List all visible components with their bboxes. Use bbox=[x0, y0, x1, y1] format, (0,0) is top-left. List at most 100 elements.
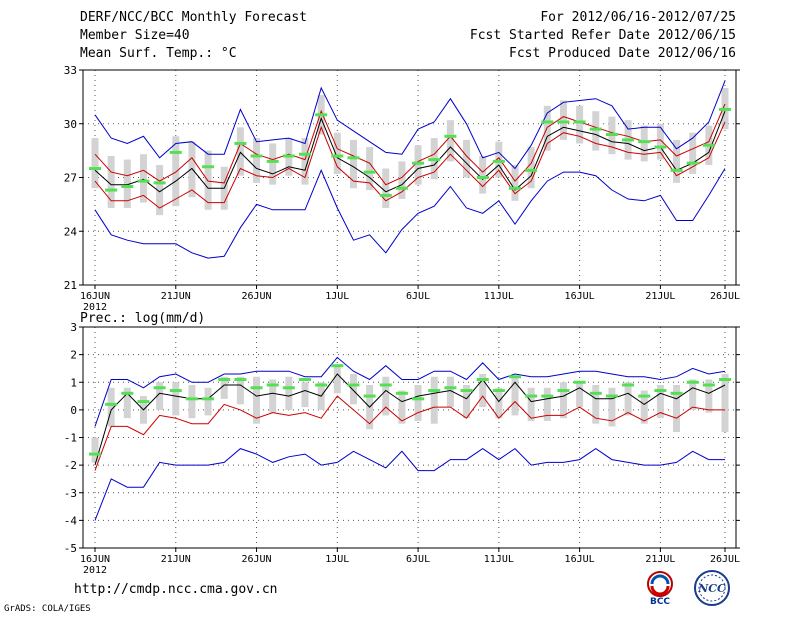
p2-spread-box-day-1 bbox=[91, 437, 99, 463]
p1-spread-box-day-12 bbox=[269, 143, 277, 185]
p1-spread-box-day-2 bbox=[107, 156, 115, 208]
p1-xtick-label: 16JUL bbox=[565, 291, 595, 302]
p1-max-line bbox=[94, 80, 726, 170]
p1-spread-box-day-26 bbox=[495, 141, 503, 178]
p2-xtick-label: 21JUN bbox=[161, 554, 191, 565]
p1-xtick-label: 16JUN bbox=[80, 291, 110, 302]
p2-spread-box-day-16 bbox=[333, 365, 341, 394]
p2-mean-line bbox=[94, 373, 726, 466]
p2-xtick-label: 11JUL bbox=[484, 554, 514, 565]
p2-spread-box-day-12 bbox=[269, 379, 277, 413]
p1-spread-box-day-5 bbox=[156, 164, 164, 216]
p1-spread-box-day-36 bbox=[656, 123, 664, 160]
precip-panel-label: Prec.: log(mm/d) bbox=[80, 311, 205, 326]
p1-min-line bbox=[94, 168, 726, 259]
p1-spread-box-day-18 bbox=[366, 147, 374, 191]
p1-spread-box-day-4 bbox=[139, 154, 147, 203]
forecast-produced: Fcst Produced Date 2012/06/16 bbox=[509, 46, 736, 61]
p1-spread-box-day-30 bbox=[559, 100, 567, 140]
p1-spread-box-day-37 bbox=[673, 139, 681, 183]
source-url[interactable]: http://cmdp.ncc.cma.gov.cn bbox=[74, 582, 278, 597]
p2-ytick-label: 2 bbox=[70, 349, 77, 362]
p2-ytick-label: 0 bbox=[70, 404, 77, 417]
p1-spread-box-day-16 bbox=[333, 132, 341, 174]
p2-spread-box-day-5 bbox=[156, 382, 164, 410]
p1-spread-box-day-17 bbox=[349, 139, 357, 189]
p1-spread-box-day-7 bbox=[188, 141, 196, 198]
p1-xtick-label: 21JUN bbox=[161, 291, 191, 302]
p1-spread-box-day-31 bbox=[576, 105, 584, 144]
p2-spread-box-day-7 bbox=[188, 385, 196, 419]
p2-ytick-label: -3 bbox=[64, 487, 77, 500]
p1-mean-line bbox=[94, 111, 726, 193]
p1-spread-box-day-23 bbox=[446, 120, 454, 162]
p2-spread-box-day-14 bbox=[301, 382, 309, 408]
p1-spread-box-day-38 bbox=[689, 132, 697, 174]
p2-spread-box-day-20 bbox=[398, 390, 406, 424]
p1-spread-box-day-10 bbox=[236, 127, 244, 176]
p2-spread-box-day-19 bbox=[382, 376, 390, 416]
bcc-logo: BCC bbox=[647, 571, 673, 606]
p2-ytick-label: -1 bbox=[64, 432, 77, 445]
p2-spread-box-day-27 bbox=[511, 376, 519, 416]
p1-xtick-label: 21JUL bbox=[645, 291, 675, 302]
p2-xtick-label: 1JUL bbox=[325, 554, 349, 565]
p2-spread-box-day-25 bbox=[479, 373, 487, 408]
p1-spread-box-day-27 bbox=[511, 164, 519, 201]
p2-ytick-label: -5 bbox=[64, 542, 77, 555]
p2-spread-box-day-38 bbox=[689, 379, 697, 410]
p1-xtick-label: 1JUL bbox=[325, 291, 349, 302]
p1-xtick-label: 11JUL bbox=[484, 291, 514, 302]
p2-spread-box-day-10 bbox=[236, 376, 244, 405]
p2-spread-box-day-40 bbox=[721, 373, 729, 432]
p2-spread-box-day-34 bbox=[624, 382, 632, 416]
p2-min-line bbox=[94, 447, 725, 521]
p1-ytick-label: 27 bbox=[64, 172, 77, 185]
p2-xtick-label: 21JUL bbox=[645, 554, 675, 565]
p2-spread-box-day-29 bbox=[543, 387, 551, 421]
p1-spread-box-day-11 bbox=[253, 138, 261, 183]
p1-ytick-label: 21 bbox=[64, 279, 77, 292]
p2-xtick-label: 16JUL bbox=[565, 554, 595, 565]
p2-ytick-label: 3 bbox=[70, 321, 77, 334]
grads-credit: GrADS: COLA/IGES bbox=[4, 604, 91, 614]
p2-spread-box-day-39 bbox=[705, 379, 713, 413]
p2-xtick-label: 6JUL bbox=[406, 554, 430, 565]
p2-spread-box-day-2 bbox=[107, 387, 115, 427]
p2-spread-box-day-23 bbox=[446, 376, 454, 408]
ncc-logo: NCC bbox=[694, 570, 730, 606]
forecast-period: For 2012/06/16-2012/07/25 bbox=[540, 10, 736, 25]
p2-min_inner-line bbox=[94, 395, 725, 471]
p2-spread-box-day-9 bbox=[220, 376, 228, 399]
p1-spread-box-day-14 bbox=[301, 138, 309, 185]
p2-year-label: 2012 bbox=[83, 565, 107, 576]
p2-spread-box-day-31 bbox=[576, 382, 584, 408]
p1-p75-line bbox=[94, 103, 726, 186]
p1-spread-box-day-6 bbox=[172, 136, 180, 207]
p2-spread-box-day-22 bbox=[430, 376, 438, 424]
p1-spread-box-day-28 bbox=[527, 147, 535, 189]
p2-spread-box-day-17 bbox=[349, 373, 357, 405]
p2-xtick-label: 16JUN bbox=[80, 554, 110, 565]
p1-p25-line bbox=[94, 121, 726, 209]
p1-spread-box-day-24 bbox=[463, 139, 471, 178]
p1-spread-box-day-35 bbox=[640, 125, 648, 162]
forecast-started: Fcst Started Refer Date 2012/06/15 bbox=[469, 28, 736, 43]
p2-spread-box-day-30 bbox=[559, 382, 567, 419]
p2-spread-box-day-21 bbox=[414, 385, 422, 421]
p1-ytick-label: 30 bbox=[64, 118, 77, 131]
p2-spread-box-day-36 bbox=[656, 385, 664, 419]
bcc-logo-text: BCC bbox=[650, 597, 670, 606]
p2-spread-box-day-11 bbox=[253, 376, 261, 424]
p1-spread-box-day-25 bbox=[479, 156, 487, 194]
p2-spread-box-day-37 bbox=[673, 385, 681, 432]
p2-spread-box-day-28 bbox=[527, 387, 535, 421]
p1-spread-box-day-1 bbox=[91, 138, 99, 189]
p2-max-line bbox=[94, 356, 726, 427]
p1-xtick-label: 6JUL bbox=[406, 291, 430, 302]
p1-ytick-label: 24 bbox=[64, 225, 78, 238]
p2-spread-box-day-6 bbox=[172, 382, 180, 416]
p2-spread-box-day-33 bbox=[608, 387, 616, 427]
p2-spread-box-day-13 bbox=[285, 376, 293, 410]
